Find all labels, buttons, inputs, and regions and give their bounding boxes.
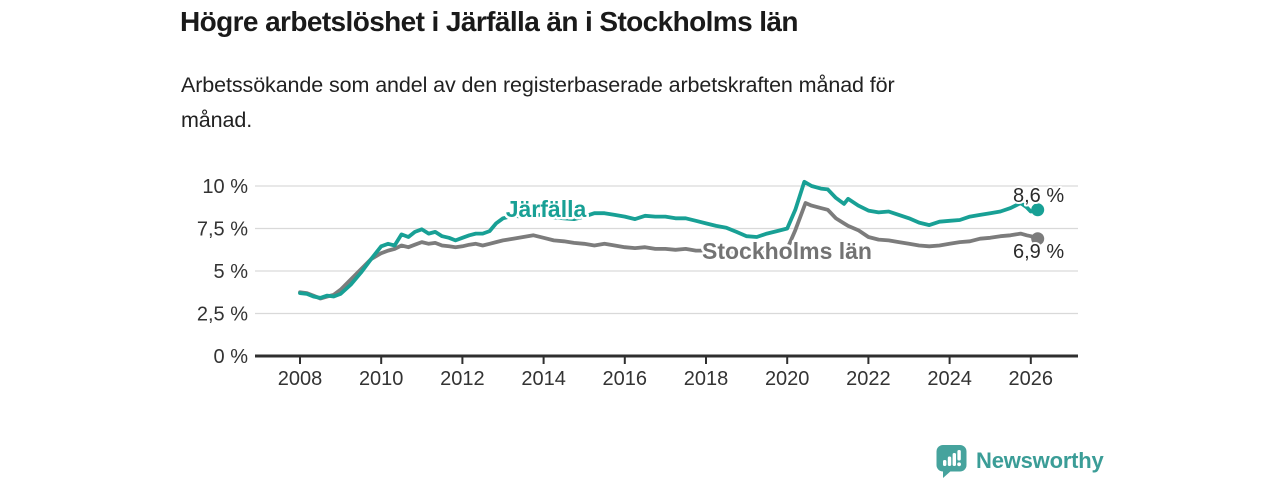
x-tick-label: 2012: [440, 368, 485, 390]
y-tick-label: 10 %: [202, 176, 248, 198]
series-line-j-rf-lla: [298, 179, 1040, 300]
x-tick-label: 2022: [846, 368, 891, 390]
x-tick-label: 2010: [359, 368, 404, 390]
chart-subtitle: Arbetssökande som andel av den registerb…: [181, 68, 895, 138]
series-end-dot-stockholms-l-n: [1031, 232, 1045, 246]
x-tick-label: 2008: [278, 368, 323, 390]
brand-footer: Newsworthy: [936, 444, 1104, 478]
series-label-stockholms-l-n: Stockholms län: [702, 238, 872, 264]
y-tick-label: 5 %: [214, 261, 249, 283]
page-title: Högre arbetslöshet i Järfälla än i Stock…: [180, 6, 799, 37]
series-end-dot-j-rf-lla: [1031, 203, 1045, 217]
subtitle-line-2: månad.: [181, 108, 253, 132]
y-tick-label: 7,5 %: [197, 219, 248, 241]
newsworthy-logo-icon: [936, 445, 967, 478]
x-tick-label: 2024: [927, 368, 972, 390]
series-line-stockholms-l-n: [298, 201, 1040, 301]
series-label-j-rf-lla: Järfälla: [506, 196, 587, 222]
x-tick-label: 2018: [684, 368, 729, 390]
x-tick-label: 2014: [521, 368, 566, 390]
x-tick-label: 2016: [603, 368, 648, 390]
y-tick-label: 0 %: [214, 346, 249, 368]
y-tick-label: 2,5 %: [197, 304, 248, 326]
x-tick-label: 2020: [765, 368, 810, 390]
brand-name: Newsworthy: [976, 448, 1104, 473]
subtitle-line-1: Arbetssökande som andel av den registerb…: [181, 73, 895, 97]
end-value-label-stockholms-l-n: 6,9 %: [1013, 241, 1064, 263]
x-tick-label: 2026: [1009, 368, 1054, 390]
end-value-label-j-rf-lla: 8,6 %: [1013, 185, 1064, 207]
